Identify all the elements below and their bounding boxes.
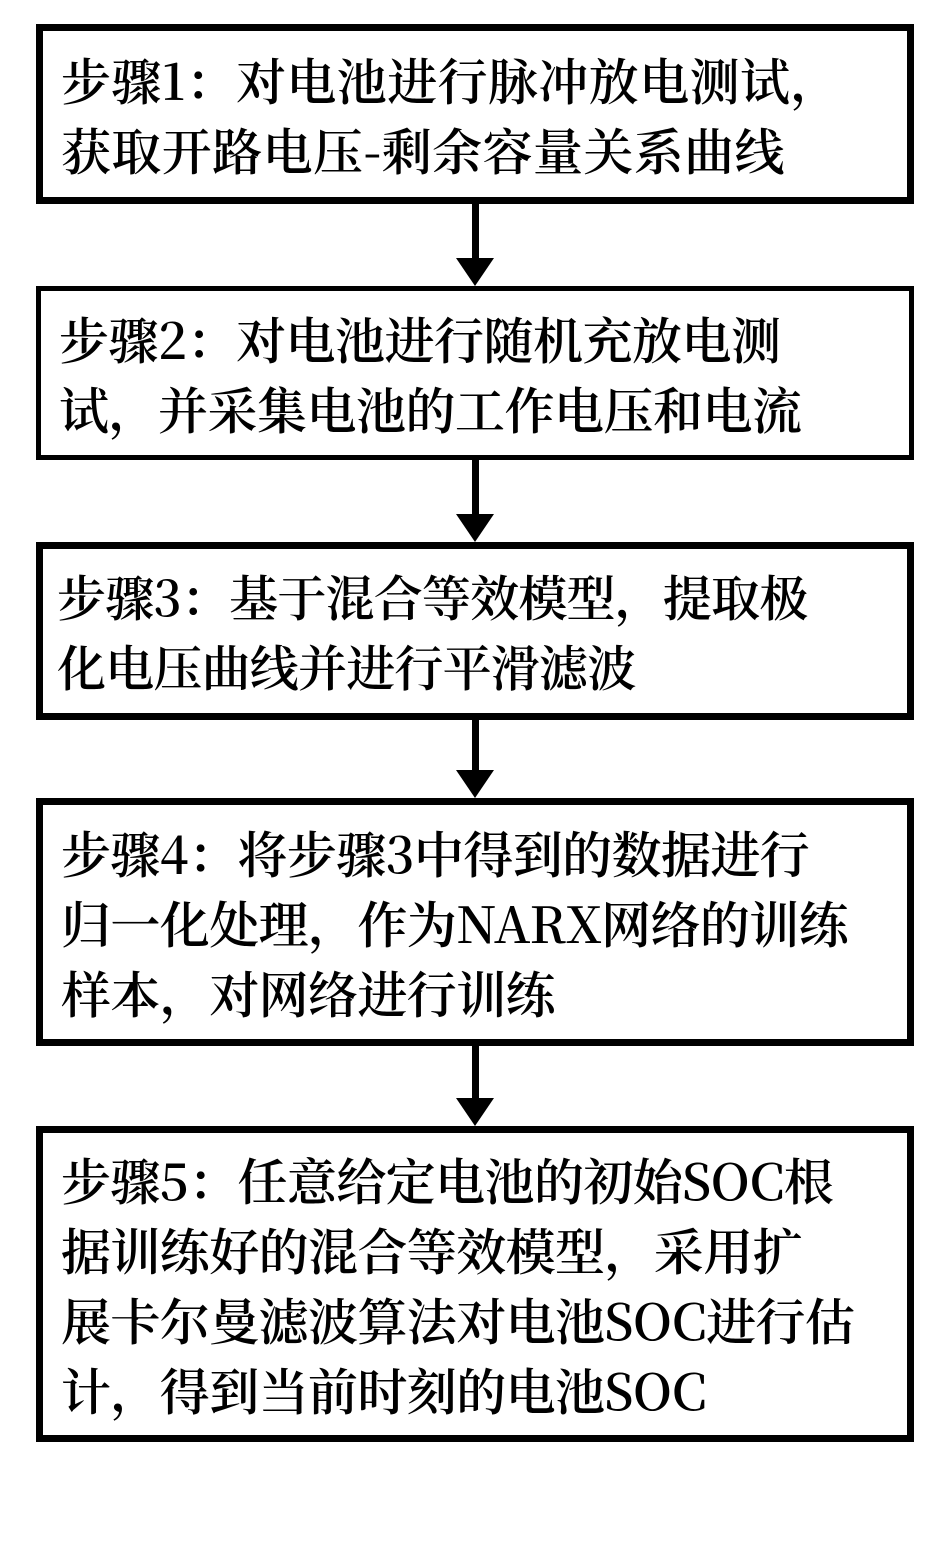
flowchart-container: 步骤1：对电池进行脉冲放电测试， 获取开路电压-剩余容量关系曲线 步骤2：对电池… (36, 24, 914, 1442)
arrow-head-icon (456, 258, 494, 286)
flowchart-step-3-label: 步骤3：基于混合等效模型，提取极 化电压曲线并进行平滑滤波 (57, 561, 897, 701)
flowchart-step-5-label: 步骤5：任意给定电池的初始SOC根 据训练好的混合等效模型，采用扩 展卡尔曼滤波… (61, 1144, 889, 1424)
flowchart-step-5: 步骤5：任意给定电池的初始SOC根 据训练好的混合等效模型，采用扩 展卡尔曼滤波… (36, 1126, 914, 1442)
flowchart-arrow-4 (456, 1046, 494, 1126)
flowchart-step-3: 步骤3：基于混合等效模型，提取极 化电压曲线并进行平滑滤波 (36, 542, 914, 720)
flowchart-arrow-2 (456, 460, 494, 542)
flowchart-step-2-label: 步骤2：对电池进行随机充放电测 试，并采集电池的工作电压和电流 (59, 303, 891, 443)
arrow-shaft (472, 1046, 479, 1098)
flowchart-step-2: 步骤2：对电池进行随机充放电测 试，并采集电池的工作电压和电流 (36, 286, 914, 460)
flowchart-step-4: 步骤4：将步骤3中得到的数据进行 归一化处理，作为NARX网络的训练 样本，对网… (36, 798, 914, 1046)
arrow-head-icon (456, 770, 494, 798)
arrow-shaft (472, 460, 479, 514)
arrow-head-icon (456, 514, 494, 542)
flowchart-arrow-1 (456, 204, 494, 286)
arrow-head-icon (456, 1098, 494, 1126)
arrow-shaft (472, 720, 479, 770)
flowchart-arrow-3 (456, 720, 494, 798)
arrow-shaft (472, 204, 479, 258)
flowchart-step-1-label: 步骤1：对电池进行脉冲放电测试， 获取开路电压-剩余容量关系曲线 (61, 44, 889, 184)
flowchart-step-1: 步骤1：对电池进行脉冲放电测试， 获取开路电压-剩余容量关系曲线 (36, 24, 914, 204)
flowchart-step-4-label: 步骤4：将步骤3中得到的数据进行 归一化处理，作为NARX网络的训练 样本，对网… (61, 817, 889, 1027)
